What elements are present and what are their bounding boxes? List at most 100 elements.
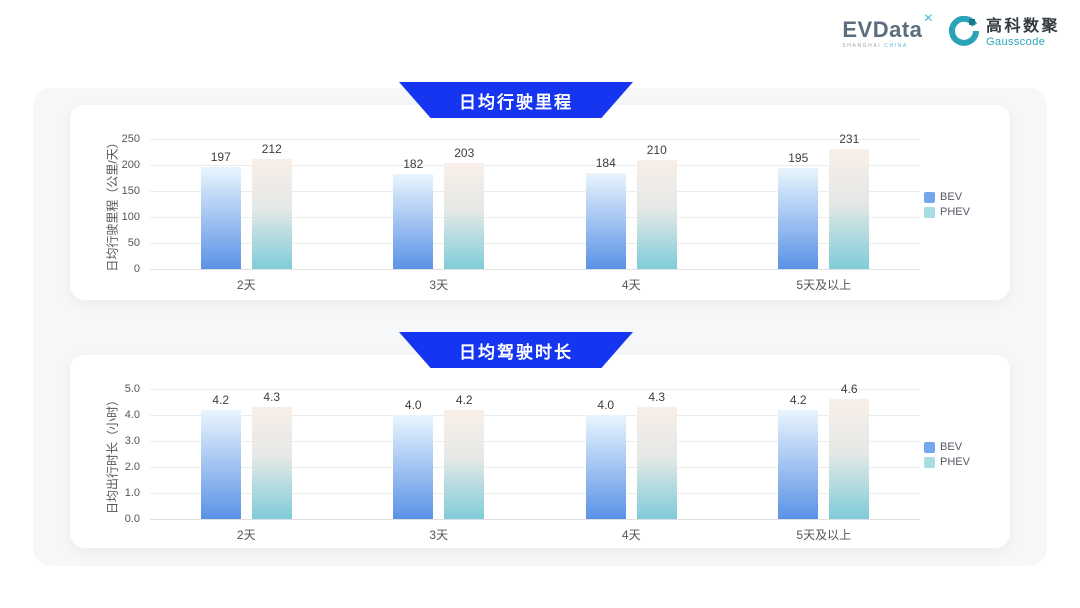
bar-group: 4.2 4.6	[728, 382, 921, 519]
bar-value-label: 4.2	[455, 392, 473, 407]
chart1-title-banner: 日均行驶里程	[399, 82, 633, 118]
charts-panel: 日均行驶里程 日均行驶里程（公里/天） 0 50 100 150 200 250 197 212…	[33, 82, 1047, 566]
x-axis-line	[150, 269, 920, 270]
bar-pair: 4.0 4.2	[393, 389, 485, 519]
legend-label: BEV	[940, 191, 963, 203]
bar-pair: 182 203	[393, 139, 485, 269]
gausscode-logo-icon	[949, 15, 979, 51]
legend-item-bev[interactable]: BEV	[924, 441, 970, 453]
gridline	[150, 441, 920, 442]
bar-phev: 210	[636, 143, 677, 269]
bar-pair: 195 231	[778, 132, 870, 269]
legend-item-phev[interactable]: PHEV	[924, 206, 970, 218]
chart1-card: 日均行驶里程（公里/天） 0 50 100 150 200 250 197 212 182 203 1…	[70, 105, 1010, 300]
bar-value-label: 4.2	[212, 392, 230, 407]
bar-group: 4.2 4.3	[150, 389, 343, 519]
x-axis-label: 3天	[429, 528, 449, 542]
bar-value-label: 4.0	[597, 398, 615, 412]
chart2-title: 日均驾驶时长	[459, 342, 573, 362]
bar-value-label: 195	[788, 150, 809, 165]
x-axis-labels: 2天 3天 4天 5天及以上	[150, 276, 920, 293]
bar-phev: 4.6	[829, 382, 870, 519]
bar-value-label: 4.3	[648, 390, 666, 405]
y-tick-label: 4.0	[124, 409, 140, 421]
chart1-mileage-bar-chart: 日均行驶里程（公里/天） 0 50 100 150 200 250 197 212 182 203 1…	[70, 105, 1010, 300]
y-tick-label: 1.0	[124, 487, 140, 499]
bar-value-label: 184	[595, 156, 616, 171]
gridline	[150, 415, 920, 416]
legend-label: PHEV	[940, 206, 970, 218]
gausscode-logo-text: 高科数聚 Gausscode	[986, 18, 1060, 49]
gridline	[150, 493, 920, 494]
legend-item-phev[interactable]: PHEV	[924, 456, 970, 468]
y-tick-label: 150	[121, 185, 140, 197]
y-tick-label: 50	[127, 237, 140, 249]
gridline	[150, 243, 920, 244]
bar-bev: 182	[393, 157, 434, 269]
bar-group: 4.0 4.3	[535, 389, 728, 519]
x-axis-label: 3天	[429, 278, 449, 292]
gridline	[150, 191, 920, 192]
y-axis-title: 日均行驶里程（公里/天）	[105, 136, 120, 272]
bar-bev: 4.2	[200, 393, 241, 519]
bar-group: 182 203	[343, 139, 536, 269]
bar-bev: 4.0	[585, 398, 626, 519]
x-axis-line	[150, 519, 920, 520]
legend: BEV PHEV	[924, 191, 970, 218]
bar-pair: 4.0 4.3	[585, 389, 677, 519]
legend-label: BEV	[940, 441, 963, 453]
gausscode-en-label: Gausscode	[985, 36, 1046, 49]
chart2-card: 日均出行时长（小时） 0.0 1.0 2.0 3.0 4.0 5.0 4.2 4.3 4.0 4.2…	[70, 355, 1010, 548]
bar-value-label: 210	[646, 142, 667, 157]
bar-value-label: 4.0	[404, 398, 422, 412]
bar-group: 197 212	[150, 139, 343, 269]
bar-value-label: 212	[261, 141, 282, 156]
chart2-duration-bar-chart: 日均出行时长（小时） 0.0 1.0 2.0 3.0 4.0 5.0 4.2 4.3 4.0 4.2…	[70, 355, 1010, 548]
y-tick-label: 200	[121, 159, 140, 171]
bar-value-label: 4.3	[263, 390, 281, 405]
bar-bev: 4.0	[393, 398, 434, 519]
bar-bev: 195	[778, 151, 819, 269]
x-axis-label: 2天	[236, 278, 256, 292]
x-axis-label: 2天	[236, 528, 256, 542]
evdata-logo: EVData✕ SHANGHAI CHINA	[842, 10, 934, 49]
x-axis-label: 5天及以上	[796, 278, 852, 292]
bar-bev: 197	[200, 150, 241, 269]
chart1-title: 日均行驶里程	[459, 92, 573, 112]
bar-group: 195 231	[728, 132, 921, 269]
legend-item-bev[interactable]: BEV	[924, 191, 970, 203]
bar-pair: 4.2 4.3	[200, 389, 292, 519]
gridline	[150, 165, 920, 166]
bar-value-label: 203	[454, 146, 475, 161]
bar-value-label: 182	[403, 157, 424, 172]
bar-phev: 203	[444, 146, 485, 269]
bar-phev: 231	[829, 132, 870, 269]
legend-swatch-phev-icon	[924, 456, 936, 468]
x-axis-label: 5天及以上	[796, 528, 852, 542]
bar-value-label: 4.6	[840, 382, 858, 397]
plot-area: 197 212 182 203 184 210 195 231	[150, 132, 921, 269]
x-axis-labels: 2天 3天 4天 5天及以上	[150, 526, 920, 543]
gridline	[150, 467, 920, 468]
evdata-logo-x-icon: ✕	[923, 10, 934, 25]
bar-group: 4.0 4.2	[343, 389, 536, 519]
bar-phev: 4.3	[251, 390, 292, 519]
bar-group: 184 210	[535, 139, 728, 269]
bar-value-label: 197	[210, 149, 231, 164]
bar-phev: 212	[251, 142, 292, 269]
y-tick-label: 3.0	[124, 435, 140, 447]
bar-pair: 4.2 4.6	[778, 382, 870, 519]
legend-swatch-bev-icon	[924, 191, 936, 203]
bar-value-label: 231	[839, 131, 860, 146]
evdata-logo-text: EVData✕	[842, 10, 934, 42]
gausscode-logo: 高科数聚 Gausscode	[949, 15, 1060, 51]
gridline	[150, 139, 920, 140]
gausscode-cn-label: 高科数聚	[985, 17, 1060, 35]
legend-swatch-bev-icon	[924, 441, 936, 453]
y-tick-label: 0.0	[124, 513, 140, 525]
y-tick-label: 0	[133, 263, 140, 275]
x-axis-label: 4天	[621, 528, 641, 542]
bar-bev: 184	[585, 156, 626, 269]
bar-pair: 184 210	[585, 139, 677, 269]
header-logos: EVData✕ SHANGHAI CHINA 高科数聚 Gausscode	[842, 10, 1060, 51]
